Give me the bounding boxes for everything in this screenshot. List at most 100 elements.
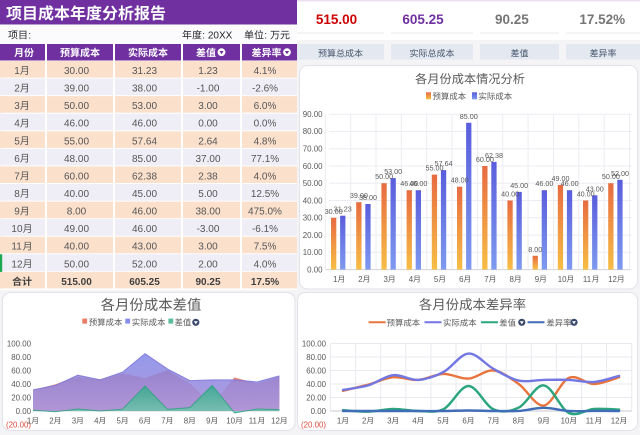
svg-text:2: 2: [49, 416, 53, 425]
svg-text:1: 1: [333, 275, 337, 284]
svg-text:45.00: 45.00: [510, 181, 528, 190]
svg-text:53.00: 53.00: [384, 167, 402, 176]
svg-text:46.00: 46.00: [132, 224, 157, 235]
svg-text:10: 10: [11, 224, 23, 235]
svg-text:-3.00: -3.00: [197, 224, 220, 235]
svg-text:: 20XX: : 20XX: [202, 31, 232, 42]
svg-text:80.00: 80.00: [11, 353, 31, 362]
svg-text:7: 7: [161, 416, 165, 425]
svg-text:2: 2: [14, 84, 20, 95]
svg-text::: :: [28, 31, 31, 42]
svg-text:60.00: 60.00: [303, 162, 323, 171]
svg-text:-1.00: -1.00: [197, 84, 220, 95]
svg-text:2.38: 2.38: [198, 171, 218, 182]
svg-text:7: 7: [488, 416, 492, 425]
svg-text:7.5%: 7.5%: [254, 242, 277, 253]
svg-text:30.00: 30.00: [325, 207, 343, 216]
svg-text:50.00: 50.00: [375, 172, 393, 181]
svg-text:46.00: 46.00: [561, 179, 579, 188]
svg-text:515.00: 515.00: [61, 277, 92, 288]
svg-text:1: 1: [337, 416, 341, 425]
svg-text:85.00: 85.00: [132, 154, 157, 165]
svg-text:60.00: 60.00: [64, 171, 89, 182]
svg-text:6: 6: [14, 154, 20, 165]
svg-text:12: 12: [611, 416, 620, 425]
svg-text:1: 1: [27, 416, 31, 425]
svg-text:43.00: 43.00: [132, 242, 157, 253]
svg-text:3: 3: [384, 275, 389, 284]
svg-text:-2.6%: -2.6%: [252, 84, 278, 95]
svg-text:39.00: 39.00: [64, 84, 89, 95]
svg-text:40.00: 40.00: [577, 190, 595, 199]
svg-text:6: 6: [139, 416, 144, 425]
svg-text:8: 8: [184, 416, 189, 425]
svg-text:48.00: 48.00: [451, 176, 469, 185]
svg-text:515.00: 515.00: [316, 12, 357, 27]
svg-text:0.00: 0.00: [311, 407, 327, 416]
svg-text:50.00: 50.00: [303, 179, 323, 188]
svg-text:11: 11: [249, 416, 257, 425]
svg-text:475.0%: 475.0%: [248, 207, 282, 218]
svg-text:1.23: 1.23: [198, 66, 218, 77]
svg-text:38.00: 38.00: [195, 207, 220, 218]
svg-text:0.00: 0.00: [16, 407, 32, 416]
svg-text:605.25: 605.25: [129, 277, 160, 288]
svg-text:4.0%: 4.0%: [254, 171, 277, 182]
svg-text:3: 3: [387, 416, 392, 425]
svg-text:90.00: 90.00: [303, 110, 323, 119]
svg-text:9: 9: [14, 207, 20, 218]
svg-text:49.00: 49.00: [552, 174, 570, 183]
svg-text:4: 4: [94, 416, 99, 425]
svg-text:2.64: 2.64: [198, 136, 218, 147]
svg-text:4: 4: [412, 416, 417, 425]
svg-text:6: 6: [459, 275, 464, 284]
svg-text:52.00: 52.00: [132, 259, 157, 270]
svg-text:20.00: 20.00: [11, 393, 31, 402]
svg-text:7: 7: [484, 275, 488, 284]
svg-text:30.00: 30.00: [303, 214, 323, 223]
svg-text:8.00: 8.00: [528, 245, 542, 254]
svg-text:3.00: 3.00: [198, 101, 218, 112]
svg-text:17.52%: 17.52%: [579, 12, 625, 27]
svg-text:39.00: 39.00: [350, 191, 368, 200]
svg-text:9: 9: [206, 416, 211, 425]
svg-text::: :: [264, 31, 267, 42]
svg-text:3: 3: [72, 416, 77, 425]
svg-text:30.00: 30.00: [64, 66, 89, 77]
svg-text:31.23: 31.23: [334, 205, 352, 214]
svg-text:60.00: 60.00: [306, 366, 326, 375]
svg-text:11: 11: [583, 275, 591, 284]
svg-text:46.00: 46.00: [132, 207, 157, 218]
svg-text:40.00: 40.00: [11, 380, 31, 389]
svg-text:46.00: 46.00: [535, 179, 553, 188]
svg-text:50.00: 50.00: [602, 172, 620, 181]
svg-text:60.00: 60.00: [11, 366, 31, 375]
svg-text:0.0%: 0.0%: [254, 119, 277, 130]
svg-text:38.00: 38.00: [132, 84, 157, 95]
svg-text:2: 2: [362, 416, 366, 425]
svg-text:100.00: 100.00: [302, 339, 327, 348]
svg-text:12: 12: [608, 275, 617, 284]
svg-text:11: 11: [11, 242, 22, 253]
svg-text:7: 7: [14, 171, 20, 182]
svg-text:62.38: 62.38: [485, 151, 503, 160]
svg-text:62.38: 62.38: [132, 171, 157, 182]
svg-text:0.00: 0.00: [198, 119, 218, 130]
svg-text:57.64: 57.64: [435, 159, 453, 168]
svg-text:46.00: 46.00: [409, 179, 427, 188]
svg-text:85.00: 85.00: [460, 112, 478, 121]
svg-text:10.00: 10.00: [303, 248, 323, 257]
svg-text:20.00: 20.00: [306, 393, 326, 402]
svg-text:57.64: 57.64: [132, 136, 157, 147]
svg-text:52.00: 52.00: [611, 169, 629, 178]
svg-text:10: 10: [226, 416, 235, 425]
svg-text:90.25: 90.25: [195, 277, 220, 288]
svg-text:5: 5: [14, 136, 20, 147]
svg-text:2.00: 2.00: [198, 259, 218, 270]
svg-text:70.00: 70.00: [303, 145, 323, 154]
svg-text:100.00: 100.00: [7, 339, 32, 348]
svg-text:4: 4: [14, 119, 20, 130]
svg-text:31.23: 31.23: [132, 66, 157, 77]
svg-text:4: 4: [409, 275, 414, 284]
svg-text:5: 5: [117, 416, 122, 425]
